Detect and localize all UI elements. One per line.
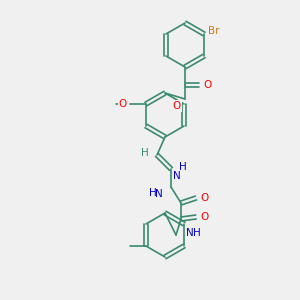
Text: H: H — [149, 188, 157, 198]
Text: O: O — [200, 193, 208, 203]
Text: H: H — [179, 162, 187, 172]
Text: H: H — [141, 148, 149, 158]
Text: N: N — [173, 171, 181, 181]
Text: O: O — [203, 80, 211, 90]
Text: O: O — [119, 99, 127, 109]
Text: H: H — [193, 228, 201, 238]
Text: O: O — [173, 101, 181, 111]
Text: O: O — [200, 212, 208, 222]
Text: Br: Br — [208, 26, 220, 36]
Text: N: N — [155, 189, 163, 199]
Text: N: N — [186, 228, 194, 238]
